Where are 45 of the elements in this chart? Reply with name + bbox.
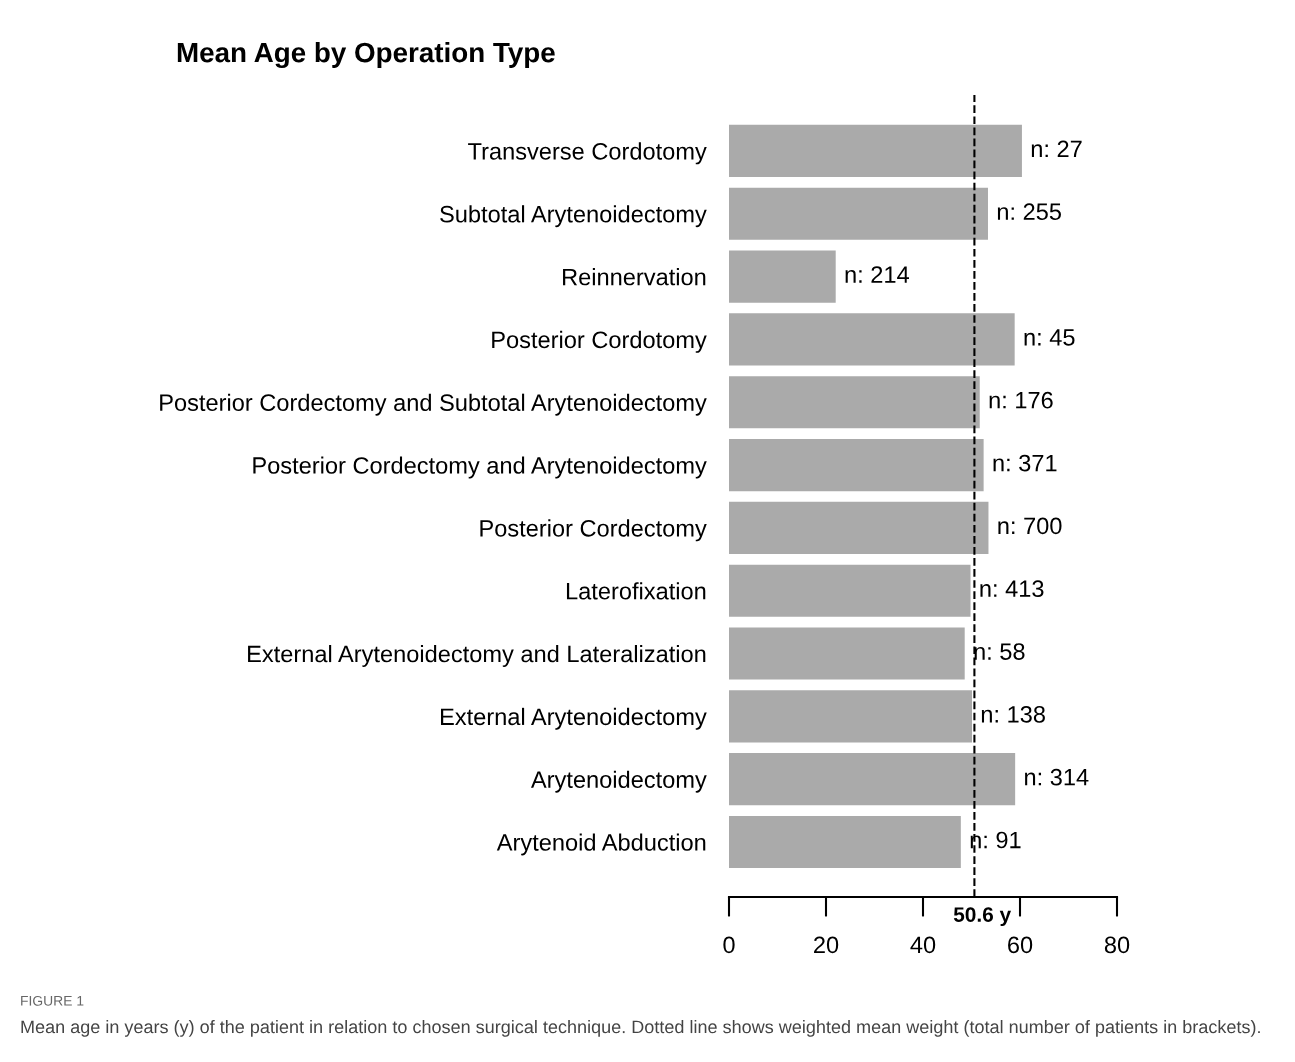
x-tick-label: 80 <box>1104 936 1130 954</box>
y-tick-label: Arytenoid Abduction <box>496 833 706 856</box>
y-tick-label: Posterior Cordotomy <box>492 330 707 353</box>
annotation: n: 45 <box>1024 329 1075 346</box>
bar <box>729 376 980 429</box>
annotation: n: 214 <box>845 266 909 283</box>
bar <box>729 124 1022 177</box>
annotation: n: 58 <box>974 643 1025 660</box>
y-tick-label: Transverse Cordotomy <box>468 142 707 165</box>
y-tick-label: Posterior Cordectomy and Arytenoidectomy <box>253 456 707 479</box>
y-tick-label: Subtotal Arytenoidectomy <box>440 205 707 228</box>
bar <box>729 187 988 240</box>
bar <box>729 627 965 680</box>
ref-line-label: 50.6 y <box>953 907 1012 927</box>
y-tick-label: Laterofixation <box>566 582 706 600</box>
bar <box>729 564 971 617</box>
annotation: n: 700 <box>998 517 1062 535</box>
bar <box>729 250 836 303</box>
y-tick-label: Arytenoidectomy <box>530 770 707 793</box>
bar <box>729 501 989 554</box>
annotation: n: 27 <box>1031 140 1082 158</box>
text: Mean age in years (y) of the patient in relation to chosen surgical technique. Dotted line shows weighted mean weight (total number of patients in brackets). <box>21 1020 1260 1037</box>
bar <box>729 815 961 869</box>
bar <box>729 753 1016 806</box>
y-tick-label: Posterior Cordectomy and Subtotal Arytenoidectomy <box>160 393 707 416</box>
bar <box>729 690 972 743</box>
annotation: n: 176 <box>989 391 1053 409</box>
x-tick-label: 40 <box>910 936 936 954</box>
annotation: n: 413 <box>980 580 1044 598</box>
y-tick-label: Posterior Cordectomy <box>480 519 707 542</box>
annotation: n: 138 <box>981 705 1045 723</box>
y-tick-label: Reinnervation <box>563 268 706 286</box>
x-tick-label: 0 <box>723 936 735 954</box>
caption: FIGURE 1 <box>21 995 84 1006</box>
annotation: n: 314 <box>1025 768 1089 786</box>
y-tick-label: External Arytenoidectomy <box>441 707 707 730</box>
bar <box>729 438 984 492</box>
x-tick-label: 20 <box>814 936 839 954</box>
annotation: n: 255 <box>997 203 1061 221</box>
bar <box>729 313 1015 366</box>
y-tick-label: External Arytenoidectomy and Lateralization <box>248 644 706 667</box>
x-tick-label: 60 <box>1008 936 1033 954</box>
annotation: n: 91 <box>970 831 1021 849</box>
annotation: n: 371 <box>993 454 1057 472</box>
text: Mean Age by Operation Type <box>177 41 555 69</box>
